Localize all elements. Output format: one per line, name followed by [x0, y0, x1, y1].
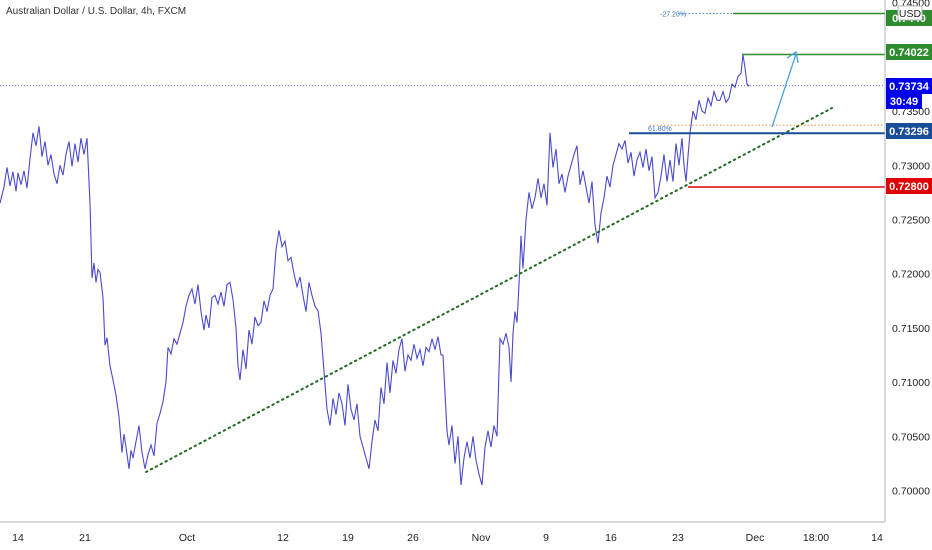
time-tick-label: 23 [672, 532, 684, 544]
time-tick-label: 14 [871, 532, 883, 544]
projection-arrow[interactable] [771, 53, 797, 128]
time-tick-label: 19 [342, 532, 354, 544]
fib-retrace-label: 61.80% [648, 126, 672, 133]
price-line [0, 54, 750, 486]
price-tick-label: 0.72500 [892, 215, 930, 227]
price-axis[interactable]: 0.74500 0.73500 0.73000 0.72500 0.72000 0.715… [892, 0, 930, 498]
timer-price-tag[interactable] [886, 93, 922, 109]
fib-ext-label: -27.20% [660, 12, 686, 19]
tp1-price-label: 0.74022 [889, 47, 929, 59]
current-price-label: 0.73734 [889, 81, 930, 93]
price-tick-label: 0.70500 [892, 431, 930, 443]
time-axis[interactable]: 14 21 Oct 12 19 26 Nov 9 16 23 Dec 18:00 14 [12, 532, 883, 544]
time-tick-label: Nov [472, 532, 491, 544]
tp1-price-tag[interactable] [886, 44, 932, 60]
price-tick-label: 0.71500 [892, 323, 930, 335]
time-tick-label: Oct [179, 532, 195, 544]
price-tick-label: 0.73000 [892, 160, 930, 172]
time-tick-label: Dec [746, 532, 765, 544]
timer-price-label: 30:49 [890, 96, 918, 108]
trendline[interactable] [145, 107, 833, 473]
time-tick-label: 21 [79, 532, 91, 544]
currency-label: USD [899, 8, 922, 20]
price-tick-label: 0.74500 [892, 0, 930, 10]
currency-box[interactable] [897, 5, 923, 21]
stop-price-label: 0.72800 [889, 181, 929, 193]
price-tick-label: 0.73500 [892, 106, 930, 118]
price-tick-label: 0.70000 [892, 486, 930, 498]
chart-title: Australian Dollar / U.S. Dollar, 4h, FXC… [6, 6, 186, 17]
time-tick-label: 18:00 [803, 532, 829, 544]
time-tick-label: 12 [277, 532, 289, 544]
plot-area[interactable]: -27.20% 61.80% [0, 12, 885, 486]
time-tick-label: 16 [605, 532, 617, 544]
time-tick-label: 14 [12, 532, 24, 544]
price-tick-label: 0.72000 [892, 269, 930, 281]
current-price-tag[interactable] [886, 78, 932, 94]
time-tick-label: 9 [543, 532, 549, 544]
support-price-label: 0.73296 [889, 126, 929, 138]
price-tick-label: 0.71000 [892, 377, 930, 389]
support-price-tag[interactable] [886, 123, 932, 139]
stop-price-tag[interactable] [886, 178, 932, 194]
projection-arrow-head [786, 50, 799, 64]
time-tick-label: 26 [407, 532, 419, 544]
